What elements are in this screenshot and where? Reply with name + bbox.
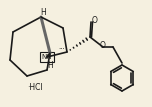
FancyBboxPatch shape	[40, 52, 54, 62]
Text: H: H	[40, 7, 46, 16]
Text: ···: ···	[59, 46, 65, 52]
Text: NH: NH	[42, 54, 52, 60]
Text: O: O	[92, 16, 98, 25]
Text: ·HCl: ·HCl	[27, 82, 43, 91]
Text: H: H	[47, 60, 53, 70]
Text: O: O	[100, 41, 106, 50]
